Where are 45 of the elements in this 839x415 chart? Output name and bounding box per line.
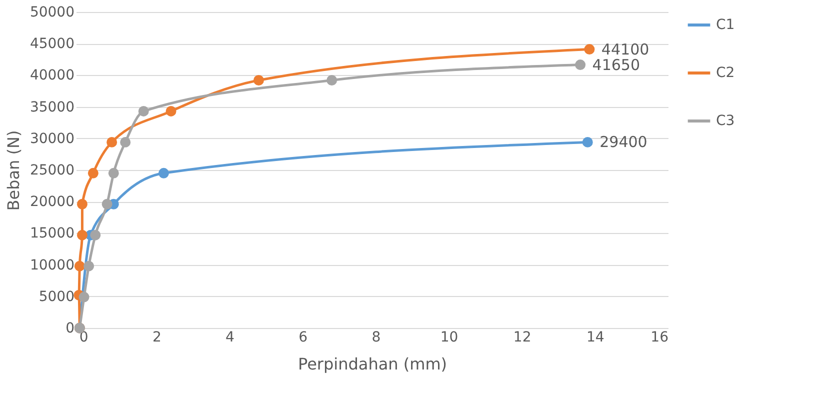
point — [108, 168, 119, 178]
point — [90, 230, 101, 240]
point — [76, 230, 88, 240]
point — [582, 136, 593, 148]
y-tick-label: 20000 — [30, 194, 74, 210]
point — [88, 168, 98, 178]
x-tick-label: 12 — [513, 330, 532, 346]
legend-label: C1 — [716, 17, 735, 33]
annotation: 29400 — [600, 133, 648, 152]
point — [106, 136, 118, 148]
point — [166, 106, 176, 116]
point — [138, 106, 149, 116]
point — [120, 136, 131, 148]
x-tick-label: 16 — [650, 330, 669, 346]
point — [74, 260, 85, 272]
x-tick-label: 4 — [226, 330, 235, 346]
y-tick-label: 40000 — [30, 68, 74, 84]
y-tick-label: 5000 — [38, 288, 74, 305]
x-tick-label: 2 — [152, 330, 162, 346]
point — [78, 292, 90, 302]
x-axis-title: Perpindahan (mm) — [298, 354, 448, 374]
legend-label: C2 — [716, 65, 735, 81]
y-axis-title: Beban (N) — [4, 130, 23, 211]
point — [158, 168, 169, 178]
x-tick-label: 14 — [586, 330, 604, 346]
point — [84, 260, 94, 272]
y-tick-label: 15000 — [30, 226, 74, 242]
point — [76, 198, 88, 210]
y-tick-label: 35000 — [30, 99, 74, 116]
x-tick-label: 8 — [372, 330, 381, 346]
x-tick-label: 10 — [440, 330, 458, 346]
legend-label: C3 — [716, 113, 735, 129]
point — [253, 75, 264, 86]
annotation: 41650 — [592, 56, 640, 74]
y-tick-label: 50000 — [30, 4, 74, 20]
point — [575, 60, 586, 70]
point — [326, 75, 338, 86]
y-tick-label: 45000 — [30, 36, 74, 52]
point — [102, 198, 112, 210]
y-tick-label: 25000 — [30, 162, 74, 178]
annotation: 44100 — [601, 40, 650, 58]
point — [584, 44, 595, 55]
y-tick-label: 10000 — [30, 257, 74, 274]
x-tick-label: 6 — [298, 330, 308, 346]
y-tick-label: 30000 — [30, 130, 74, 147]
